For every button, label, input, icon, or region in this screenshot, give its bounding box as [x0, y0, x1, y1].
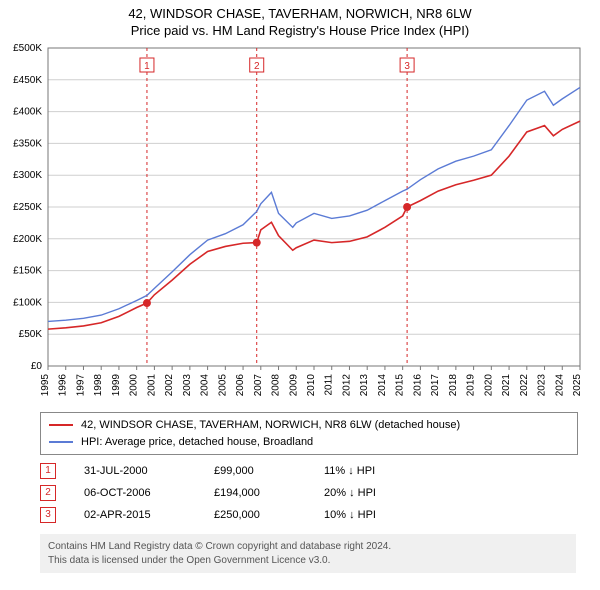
svg-text:£100K: £100K [13, 297, 42, 308]
tx-price-2: £250,000 [214, 509, 324, 521]
tx-date-1: 06-OCT-2006 [84, 487, 214, 499]
tx-row-0: 1 31-JUL-2000 £99,000 11% ↓ HPI [40, 460, 560, 482]
svg-text:£500K: £500K [13, 43, 42, 54]
title-line-1: 42, WINDSOR CHASE, TAVERHAM, NORWICH, NR… [0, 6, 600, 23]
transactions-table: 1 31-JUL-2000 £99,000 11% ↓ HPI 2 06-OCT… [40, 460, 560, 526]
tx-delta-2: 10% ↓ HPI [324, 509, 434, 521]
legend-row-1: HPI: Average price, detached house, Broa… [49, 434, 569, 451]
svg-text:1997: 1997 [75, 374, 86, 397]
svg-text:£400K: £400K [13, 107, 42, 118]
footer-line-1: Contains HM Land Registry data © Crown c… [48, 540, 568, 554]
svg-text:£50K: £50K [19, 329, 43, 340]
legend-label-0: 42, WINDSOR CHASE, TAVERHAM, NORWICH, NR… [81, 417, 460, 434]
svg-text:2019: 2019 [466, 374, 477, 397]
svg-text:2007: 2007 [253, 374, 264, 397]
chart-area: £0 £50K £100K £150K £200K £250K £300K £350K £400… [0, 42, 600, 402]
tx-delta-1: 20% ↓ HPI [324, 487, 434, 499]
svg-text:2010: 2010 [306, 374, 317, 397]
chart-svg: £0 £50K £100K £150K £200K £250K £300K £350K £400… [0, 42, 600, 402]
legend-row-0: 42, WINDSOR CHASE, TAVERHAM, NORWICH, NR… [49, 417, 569, 434]
svg-text:2020: 2020 [483, 374, 494, 397]
svg-text:£200K: £200K [13, 234, 42, 245]
tx-row-2: 3 02-APR-2015 £250,000 10% ↓ HPI [40, 504, 560, 526]
svg-text:£250K: £250K [13, 202, 42, 213]
svg-text:1995: 1995 [40, 374, 51, 397]
svg-text:2001: 2001 [146, 374, 157, 397]
svg-text:2003: 2003 [182, 374, 193, 397]
svg-text:2015: 2015 [395, 374, 406, 397]
footer-attribution: Contains HM Land Registry data © Crown c… [40, 534, 576, 573]
svg-text:1996: 1996 [58, 374, 69, 397]
svg-text:2006: 2006 [235, 374, 246, 397]
svg-text:1998: 1998 [93, 374, 104, 397]
legend-box: 42, WINDSOR CHASE, TAVERHAM, NORWICH, NR… [40, 412, 578, 455]
svg-text:2023: 2023 [537, 374, 548, 397]
svg-text:2000: 2000 [129, 374, 140, 397]
tx-row-1: 2 06-OCT-2006 £194,000 20% ↓ HPI [40, 482, 560, 504]
tx-marker-2: 3 [40, 507, 56, 523]
svg-text:£300K: £300K [13, 170, 42, 181]
svg-text:£350K: £350K [13, 138, 42, 149]
tx-date-0: 31-JUL-2000 [84, 465, 214, 477]
svg-text:2009: 2009 [288, 374, 299, 397]
svg-text:2005: 2005 [217, 374, 228, 397]
tx-marker-1: 2 [40, 485, 56, 501]
title-line-2: Price paid vs. HM Land Registry's House … [0, 23, 600, 40]
svg-text:£0: £0 [31, 361, 43, 372]
svg-text:2: 2 [254, 61, 260, 72]
svg-text:1999: 1999 [111, 374, 122, 397]
svg-text:2017: 2017 [430, 374, 441, 397]
svg-text:2011: 2011 [324, 374, 335, 396]
footer-line-2: This data is licensed under the Open Gov… [48, 554, 568, 568]
tx-price-0: £99,000 [214, 465, 324, 477]
svg-text:2021: 2021 [501, 374, 512, 397]
svg-text:2012: 2012 [341, 374, 352, 397]
svg-text:2008: 2008 [271, 374, 282, 397]
tx-delta-0: 11% ↓ HPI [324, 465, 434, 477]
svg-text:2004: 2004 [200, 374, 211, 397]
svg-text:2016: 2016 [412, 374, 423, 397]
chart-container: 42, WINDSOR CHASE, TAVERHAM, NORWICH, NR… [0, 0, 600, 590]
tx-marker-0: 1 [40, 463, 56, 479]
svg-text:2022: 2022 [519, 374, 530, 397]
svg-text:2018: 2018 [448, 374, 459, 397]
legend-swatch-1 [49, 441, 73, 443]
tx-date-2: 02-APR-2015 [84, 509, 214, 521]
svg-text:2025: 2025 [572, 374, 583, 397]
svg-text:2013: 2013 [359, 374, 370, 397]
legend-swatch-0 [49, 424, 73, 426]
svg-text:3: 3 [404, 61, 410, 72]
svg-text:£150K: £150K [13, 266, 42, 277]
svg-text:2024: 2024 [554, 374, 565, 397]
svg-text:2002: 2002 [164, 374, 175, 397]
legend-label-1: HPI: Average price, detached house, Broa… [81, 434, 313, 451]
tx-price-1: £194,000 [214, 487, 324, 499]
svg-text:£450K: £450K [13, 75, 42, 86]
svg-text:2014: 2014 [377, 374, 388, 397]
svg-text:1: 1 [144, 61, 150, 72]
chart-title: 42, WINDSOR CHASE, TAVERHAM, NORWICH, NR… [0, 0, 600, 40]
